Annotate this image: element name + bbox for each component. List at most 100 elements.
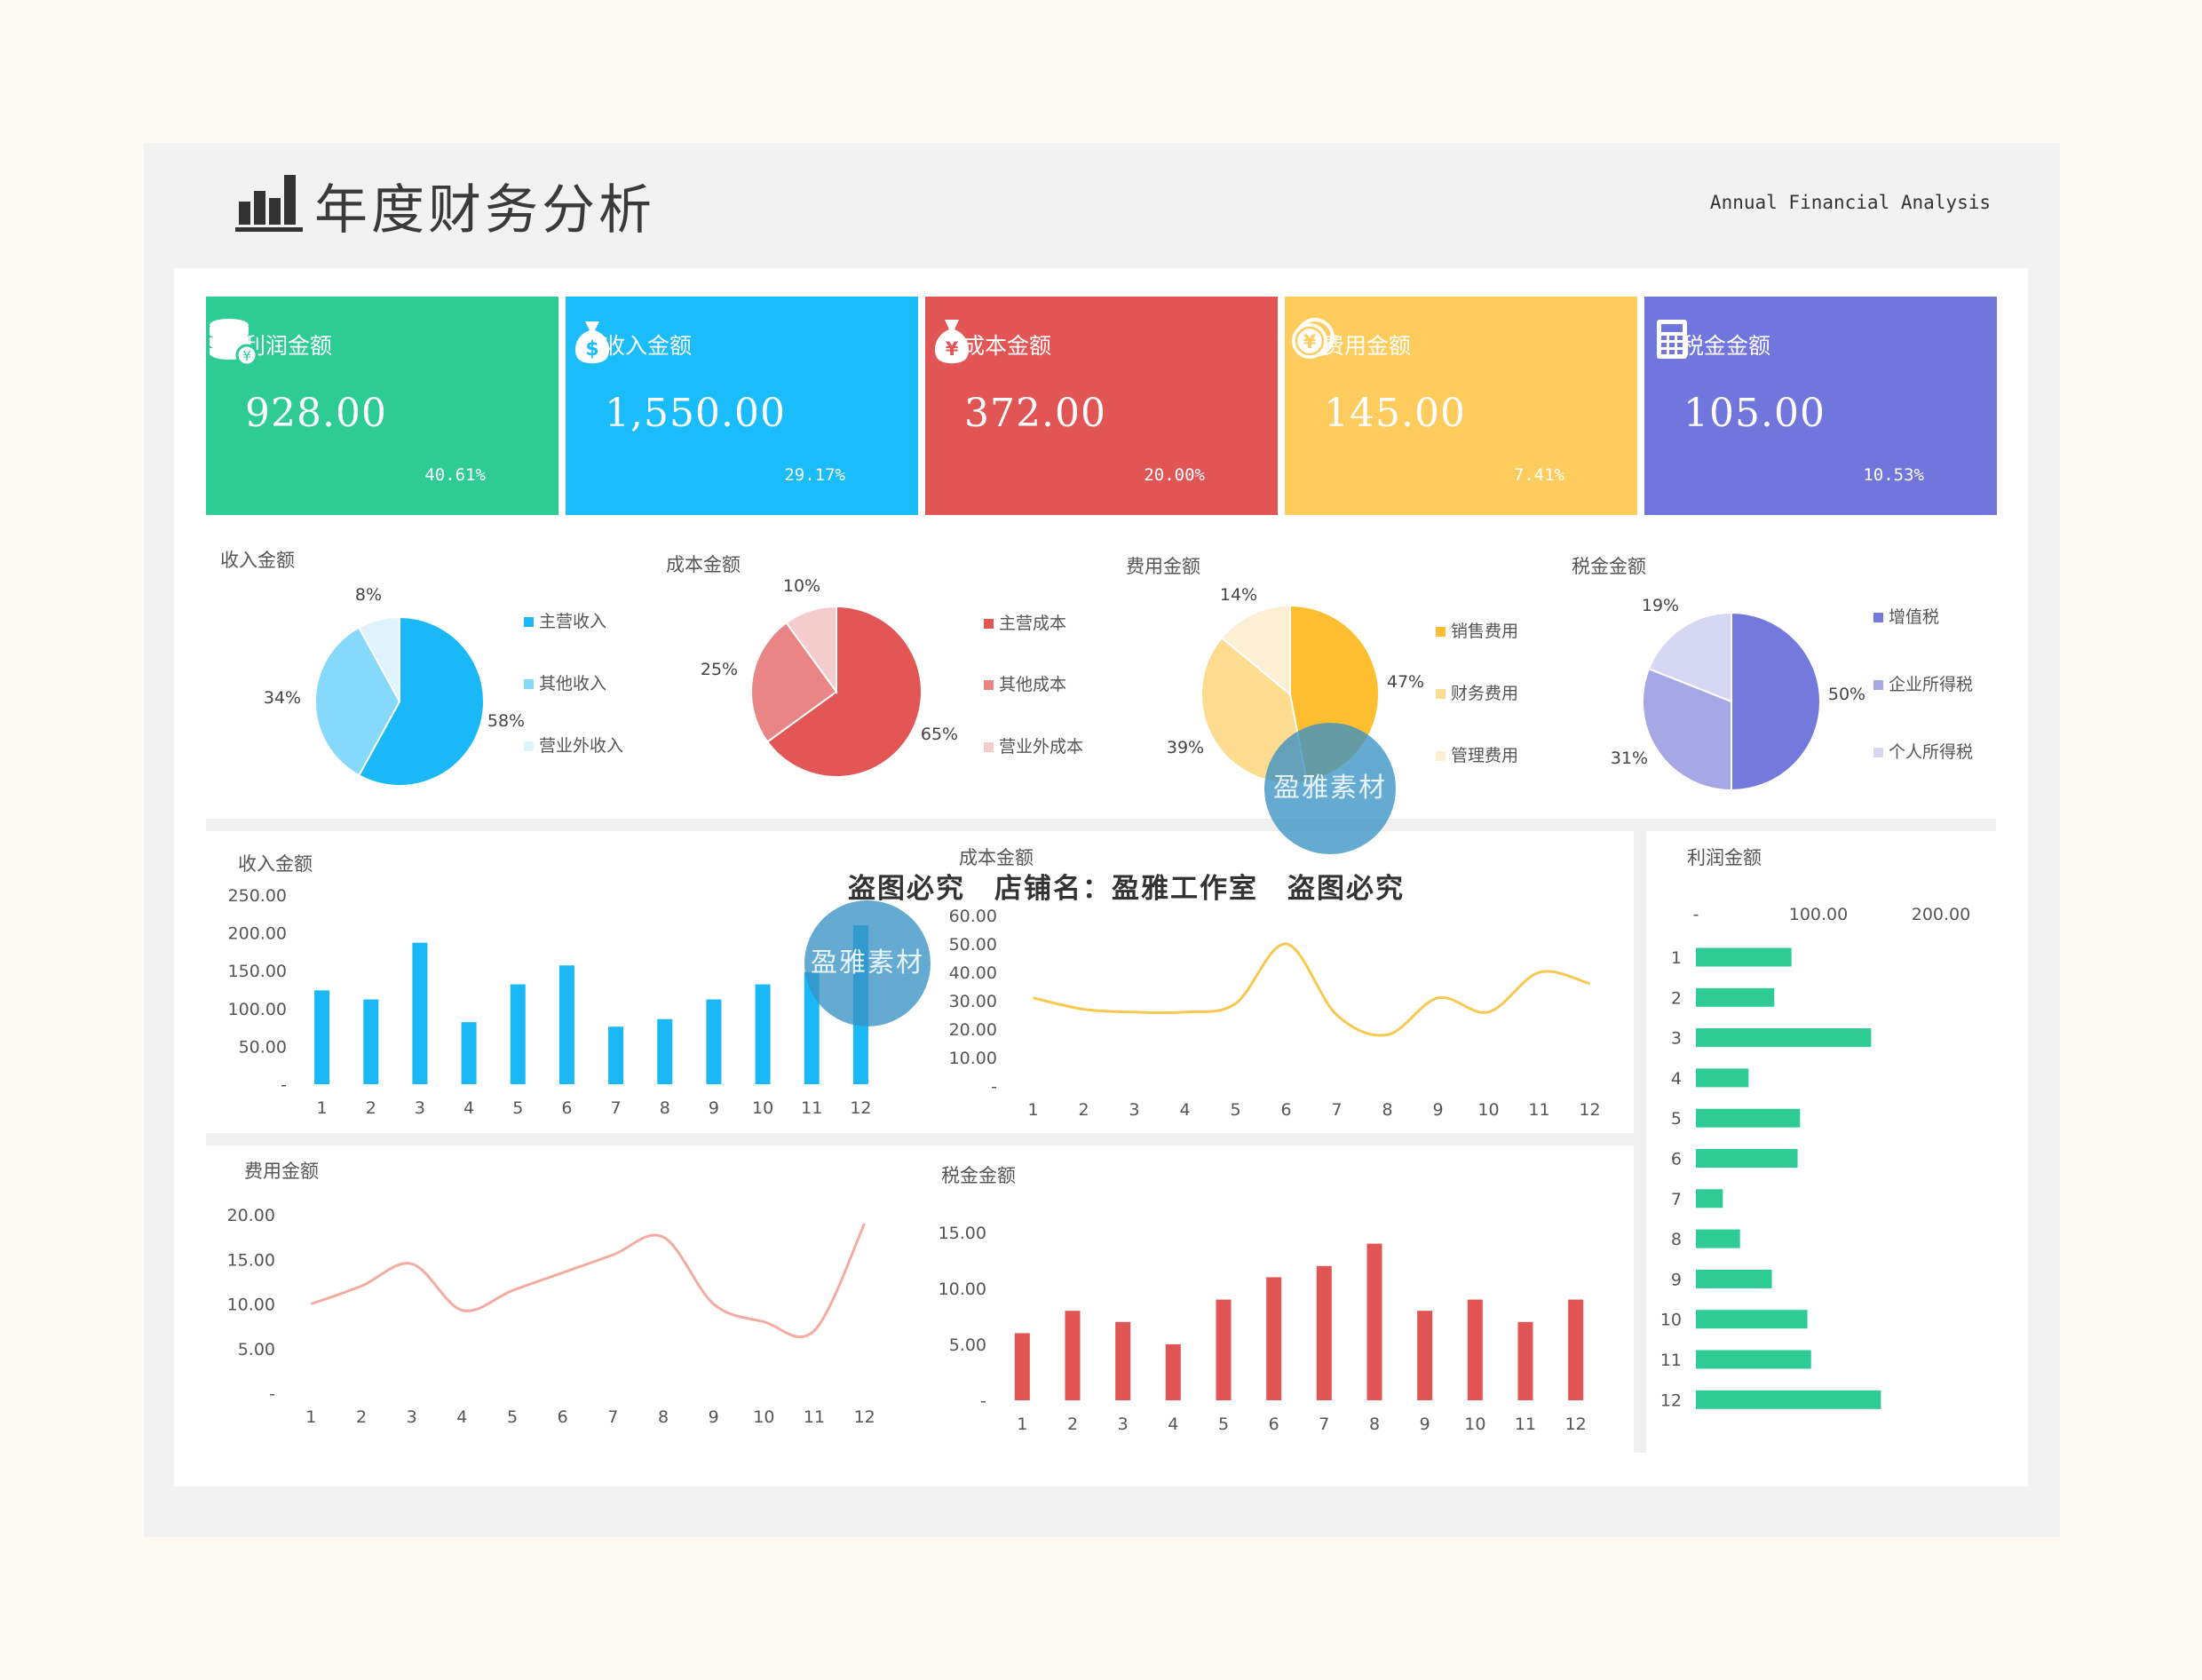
x-tick-label: 4: [1168, 1415, 1178, 1434]
x-tick-label: 4: [463, 1098, 474, 1118]
section-divider: [206, 1133, 1634, 1145]
y-tick-label: 12: [1660, 1391, 1682, 1410]
x-tick-label: 5: [507, 1407, 518, 1427]
kpi-label: 费用金额: [1322, 333, 1412, 359]
bar: [1696, 1269, 1772, 1288]
legend-swatch: [1436, 689, 1446, 699]
y-tick-label: 7: [1671, 1190, 1682, 1209]
pie-value-label: 47%: [1387, 672, 1424, 692]
pie-title-revenue: 收入金额: [220, 550, 295, 571]
watermark-stamp: 盈雅素材: [804, 900, 931, 1026]
kpi-percent: 40.61%: [424, 465, 486, 485]
kpi-percent: 10.53%: [1863, 465, 1924, 485]
watermark-text: 盗图必究 店铺名：盈雅工作室 盗图必究: [848, 873, 1405, 905]
x-tick-label: 200.00: [1912, 905, 1970, 924]
y-tick-label: 5.00: [238, 1340, 275, 1359]
kpi-label: 税金金额: [1682, 333, 1771, 359]
bar: [1696, 1310, 1808, 1329]
kpi-card-profit: 利润金额 928.00 40.61% ¥: [206, 297, 558, 515]
x-tick-label: 11: [804, 1407, 825, 1427]
y-tick-label: 9: [1671, 1270, 1682, 1289]
y-tick-label: 60.00: [949, 907, 997, 926]
x-tick-label: 10: [753, 1407, 774, 1427]
x-tick-label: 5: [1218, 1415, 1229, 1434]
money-bag-icon: $: [574, 321, 610, 364]
bar: [1696, 987, 1775, 1007]
bar: [1065, 1311, 1081, 1400]
kpi-percent: 29.17%: [784, 465, 845, 485]
section-divider: [1634, 831, 1646, 1453]
x-tick-label: 10: [752, 1098, 773, 1118]
kpi-value: 105.00: [1683, 391, 1826, 436]
kpi-label: 收入金额: [603, 333, 693, 359]
bar: [1115, 1321, 1131, 1400]
pie-value-label: 14%: [1220, 585, 1257, 605]
bar: [1696, 1149, 1798, 1168]
pie-value-label: 39%: [1167, 738, 1204, 757]
bar-chart-icon: [235, 175, 303, 232]
bar: [1165, 1344, 1181, 1400]
pie-slice: [785, 605, 837, 695]
x-tick-label: 6: [1280, 1100, 1291, 1120]
bar: [314, 990, 330, 1084]
bar: [1696, 1028, 1872, 1048]
x-tick-label: 7: [607, 1407, 618, 1427]
chart-title-expense: 费用金额: [244, 1161, 319, 1182]
x-tick-label: 8: [1369, 1415, 1380, 1434]
coins-icon: ¥: [210, 319, 258, 367]
legend-swatch: [1436, 751, 1446, 761]
legend-swatch: [1873, 613, 1883, 622]
bar: [461, 1022, 477, 1084]
legend-item: 主营成本: [984, 610, 1066, 634]
bar: [1467, 1299, 1483, 1400]
y-tick-label: 3: [1671, 1029, 1682, 1049]
legend-item: 主营收入: [524, 608, 606, 632]
y-tick-label: -: [281, 1075, 287, 1095]
kpi-value: 1,550.00: [605, 391, 786, 436]
pie-value-label: 58%: [487, 711, 525, 731]
page-subtitle: Annual Financial Analysis: [1709, 192, 1991, 213]
kpi-card-tax: 税金金额 105.00 10.53%: [1644, 297, 1997, 515]
chart-title-cost: 成本金额: [959, 847, 1034, 868]
y-tick-label: -: [991, 1077, 997, 1097]
x-tick-label: 6: [1269, 1415, 1279, 1434]
x-tick-label: 10: [1477, 1100, 1499, 1120]
chart-title-revenue: 收入金额: [238, 853, 313, 875]
pie-slice: [357, 615, 485, 787]
bar: [1696, 1390, 1881, 1409]
kpi-percent: 7.41%: [1513, 465, 1564, 485]
pie-slice: [1642, 667, 1732, 792]
legend-swatch: [1873, 748, 1883, 757]
x-tick-label: 9: [709, 1407, 719, 1427]
x-tick-label: 12: [854, 1407, 875, 1427]
svg-text:¥: ¥: [946, 338, 959, 360]
y-tick-label: -: [980, 1391, 986, 1411]
chart-title-tax: 税金金额: [941, 1165, 1016, 1186]
legend-item: 其他收入: [524, 670, 606, 694]
y-tick-label: 15.00: [939, 1224, 986, 1243]
bar: [1696, 1108, 1801, 1128]
bar: [608, 1026, 624, 1084]
x-tick-label: 11: [1515, 1415, 1536, 1434]
y-tick-label: 10.00: [227, 1296, 275, 1315]
x-tick-label: 6: [558, 1407, 568, 1427]
bar: [558, 965, 574, 1084]
y-tick-label: 20.00: [949, 1020, 997, 1040]
pie-value-label: 50%: [1828, 685, 1865, 704]
calculator-icon: [1657, 320, 1687, 359]
pie-value-label: 8%: [355, 585, 382, 605]
legend-item: 营业外成本: [984, 733, 1083, 757]
pie-value-label: 31%: [1611, 749, 1648, 768]
svg-text:¥: ¥: [242, 348, 251, 364]
legend-item: 营业外收入: [524, 733, 623, 757]
bar: [1266, 1277, 1282, 1400]
bar: [1417, 1311, 1433, 1400]
y-tick-label: 5: [1671, 1109, 1682, 1129]
y-tick-label: 50.00: [949, 935, 997, 955]
kpi-card-expense: 费用金额 145.00 7.41% ¥: [1285, 297, 1637, 515]
x-tick-label: 10: [1464, 1415, 1485, 1434]
y-tick-label: 2: [1671, 988, 1682, 1008]
yen-coin-icon: ¥: [1292, 318, 1335, 359]
legend-swatch: [1436, 627, 1446, 637]
